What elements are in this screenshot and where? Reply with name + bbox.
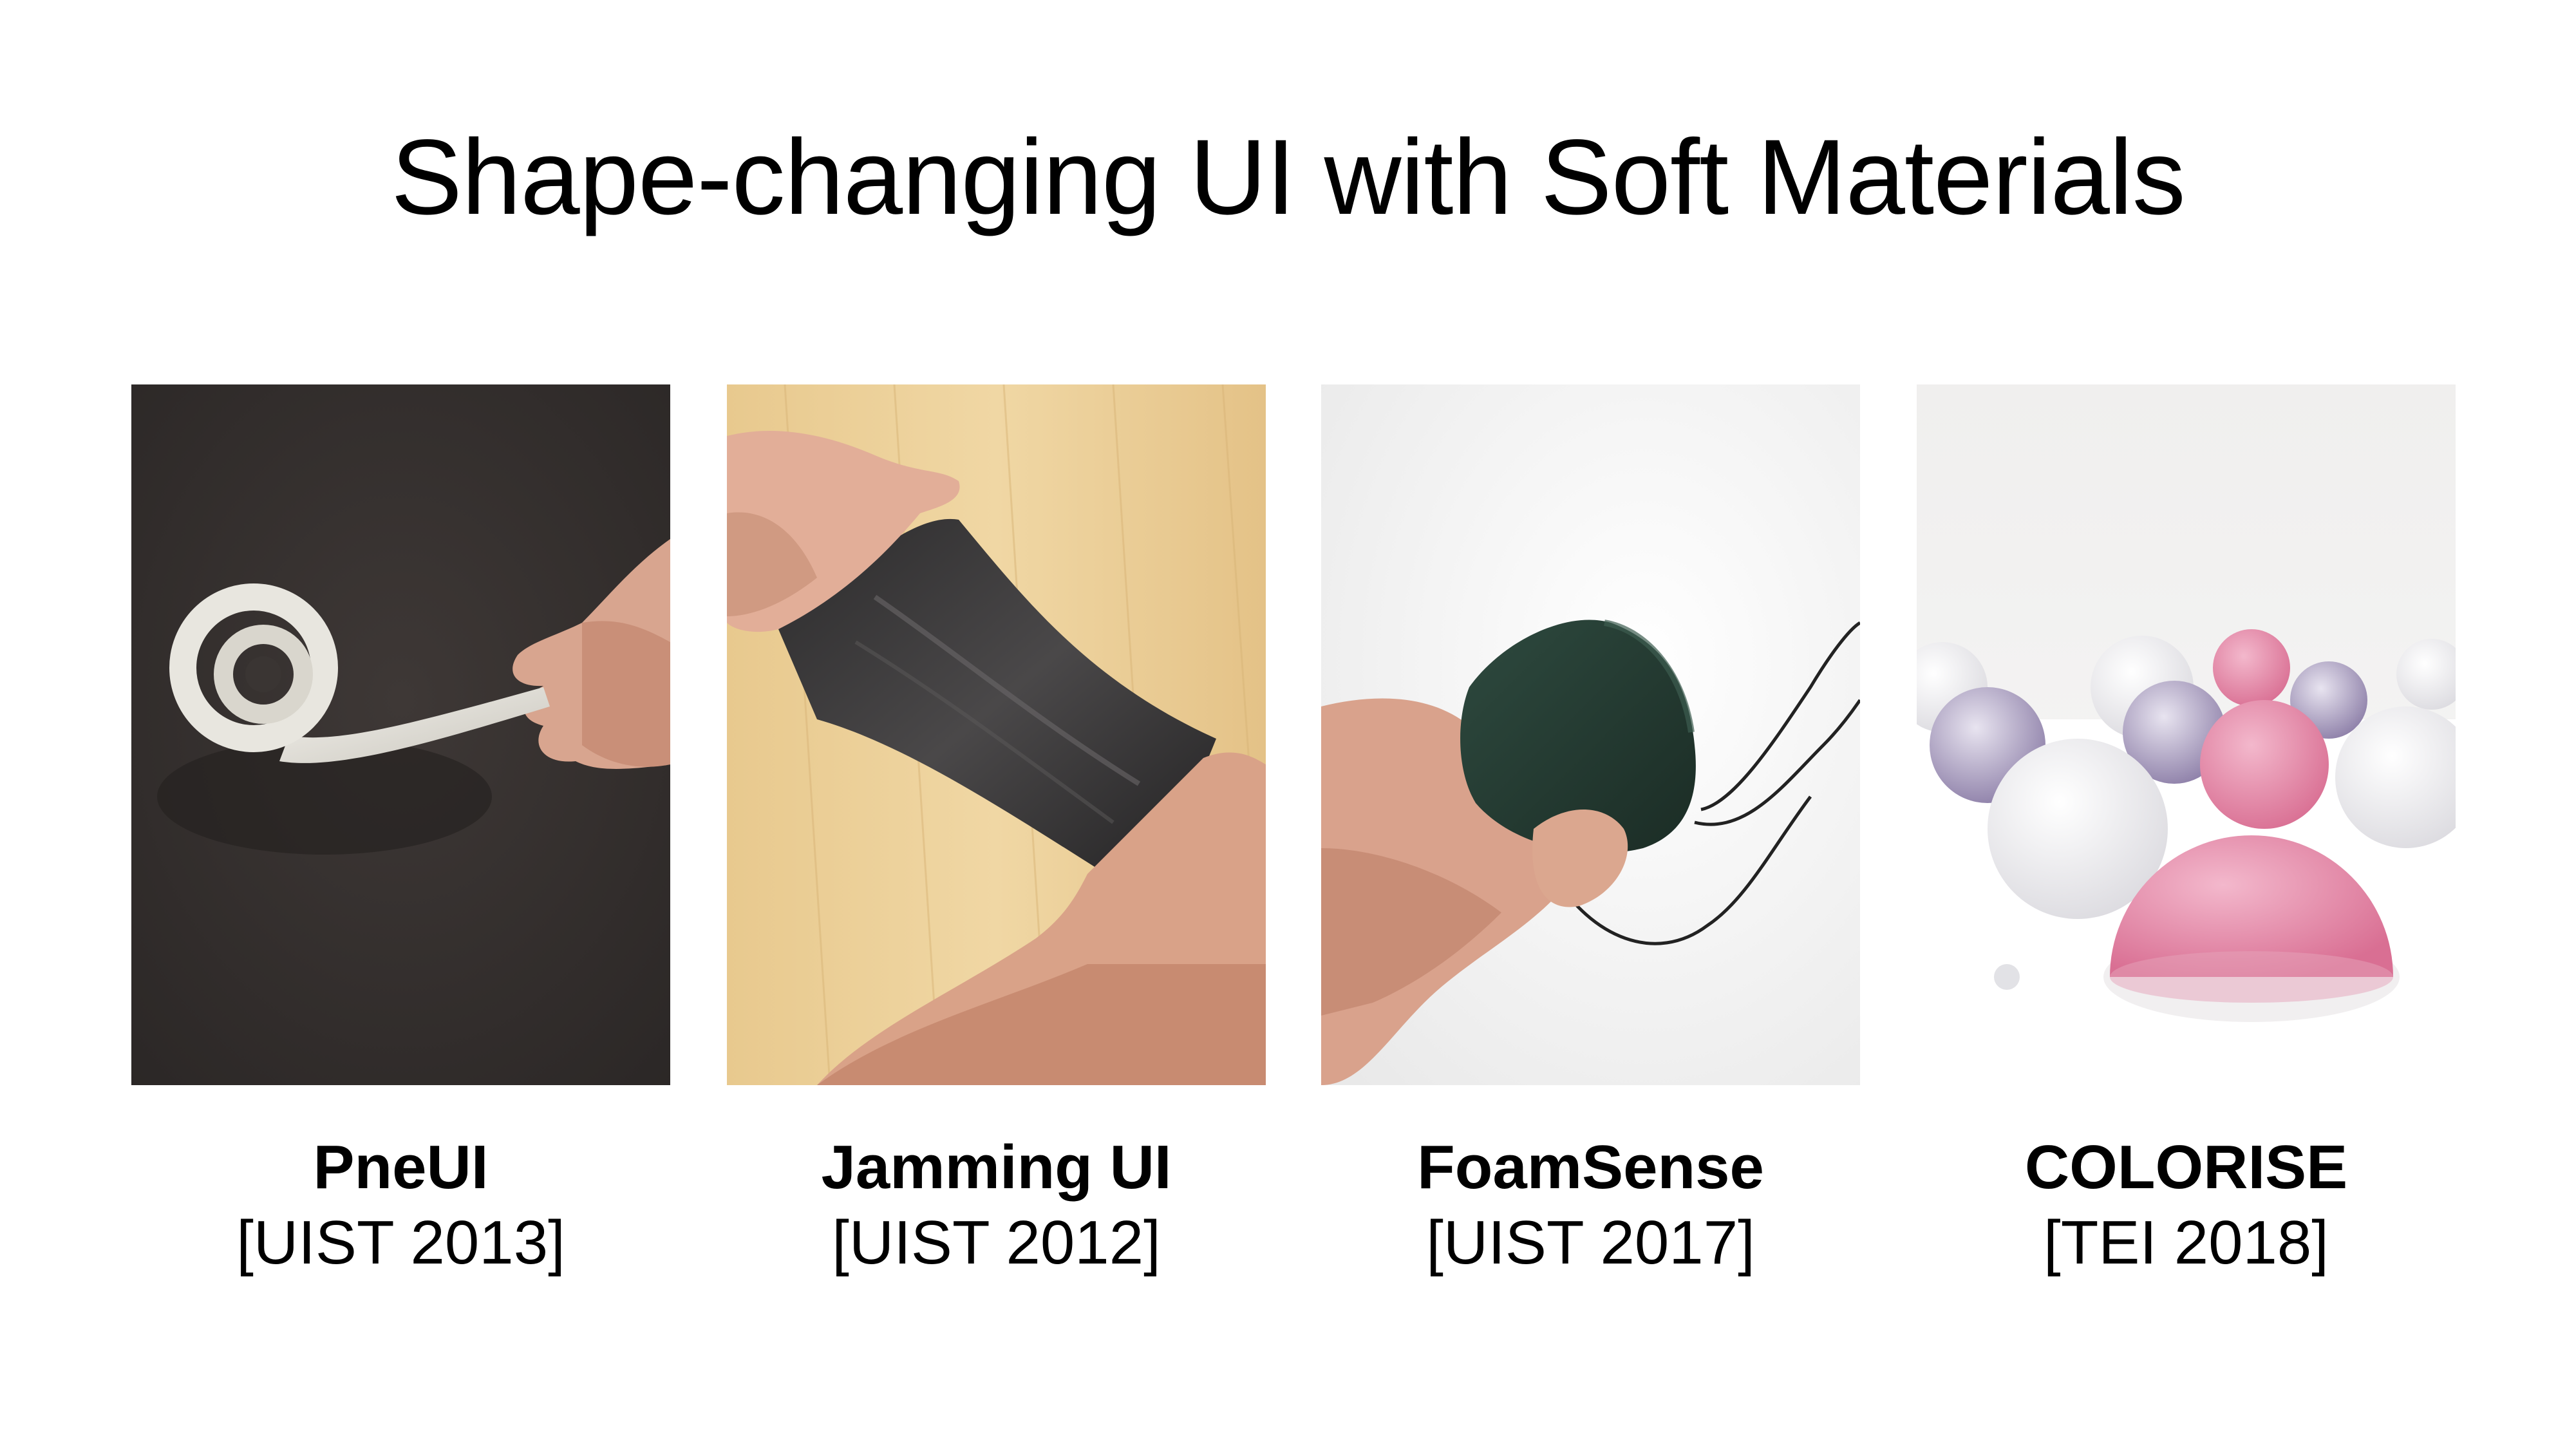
project-photo xyxy=(131,384,670,1085)
project-name: PneUI xyxy=(313,1133,489,1202)
stretched-jamming-sheet-photo xyxy=(727,384,1266,1085)
project-photo xyxy=(727,384,1266,1085)
project-card-foamsense: FoamSense [UIST 2017] xyxy=(1321,384,1860,1277)
project-venue: [UIST 2012] xyxy=(832,1208,1161,1277)
coiled-silicone-actuator-photo xyxy=(131,384,670,1085)
project-card-jamming-ui: Jamming UI [UIST 2012] xyxy=(727,384,1266,1277)
conductive-foam-sensor-photo xyxy=(1321,384,1860,1085)
project-venue: [TEI 2018] xyxy=(2044,1208,2329,1277)
project-photo xyxy=(1917,384,2456,1085)
project-venue: [UIST 2013] xyxy=(236,1208,565,1277)
project-card-pneui: PneUI [UIST 2013] xyxy=(131,384,670,1277)
project-name: FoamSense xyxy=(1417,1133,1764,1202)
color-changing-domes-photo xyxy=(1917,384,2456,1085)
project-venue: [UIST 2017] xyxy=(1426,1208,1755,1277)
project-photo xyxy=(1321,384,1860,1085)
project-name: COLORISE xyxy=(2024,1133,2348,1202)
project-name: Jamming UI xyxy=(821,1133,1172,1202)
slide-title: Shape-changing UI with Soft Materials xyxy=(391,118,2185,237)
project-card-colorise: COLORISE [TEI 2018] xyxy=(1917,384,2456,1277)
